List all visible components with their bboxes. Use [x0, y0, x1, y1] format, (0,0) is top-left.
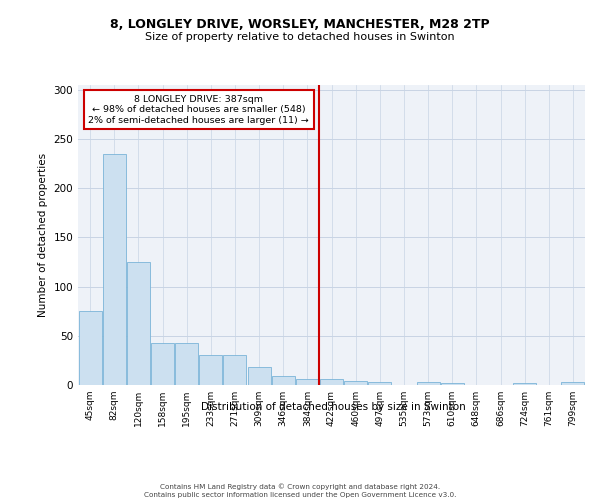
Text: Contains HM Land Registry data © Crown copyright and database right 2024.
Contai: Contains HM Land Registry data © Crown c…	[144, 484, 456, 498]
Bar	[513, 383, 536, 385]
Bar	[416, 382, 440, 385]
Bar	[344, 381, 367, 385]
Bar	[127, 262, 150, 385]
Text: 8, LONGLEY DRIVE, WORSLEY, MANCHESTER, M28 2TP: 8, LONGLEY DRIVE, WORSLEY, MANCHESTER, M…	[110, 18, 490, 30]
Bar	[272, 376, 295, 385]
Bar	[562, 382, 584, 385]
Text: Distribution of detached houses by size in Swinton: Distribution of detached houses by size …	[200, 402, 466, 412]
Bar	[175, 342, 198, 385]
Bar	[296, 379, 319, 385]
Bar	[320, 379, 343, 385]
Text: Size of property relative to detached houses in Swinton: Size of property relative to detached ho…	[145, 32, 455, 42]
Bar	[441, 383, 464, 385]
Bar	[151, 342, 174, 385]
Bar	[103, 154, 125, 385]
Bar	[223, 356, 247, 385]
Bar	[199, 356, 222, 385]
Bar	[248, 368, 271, 385]
Bar	[368, 382, 391, 385]
Bar	[79, 311, 101, 385]
Text: 8 LONGLEY DRIVE: 387sqm
← 98% of detached houses are smaller (548)
2% of semi-de: 8 LONGLEY DRIVE: 387sqm ← 98% of detache…	[88, 95, 309, 124]
Y-axis label: Number of detached properties: Number of detached properties	[38, 153, 48, 317]
